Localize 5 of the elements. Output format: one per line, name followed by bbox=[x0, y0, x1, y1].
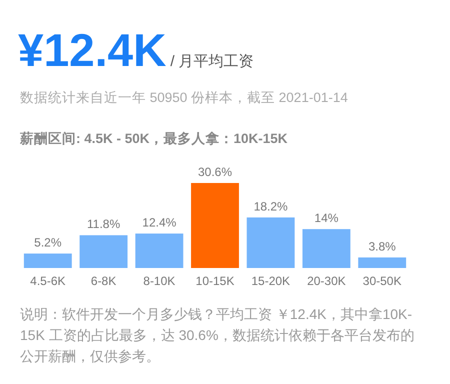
annotation: 说明：软件开发一个月多少钱？平均工资 ￥12.4K，其中拿10K-15K 工资的占比最多，达 30.6%，数据统计依赖于各平台发布的公开薪酬，仅供参考。 bbox=[20, 305, 415, 366]
subtitle: / 月平均工资 bbox=[170, 53, 254, 70]
title: ¥12.4K bbox=[18, 24, 166, 76]
annotation: 数据统计来自近一年 50950 份样本，截至 2021-01-14 bbox=[20, 90, 348, 105]
annotation: 薪酬区间: 4.5K - 50K，最多人拿：10K-15K bbox=[20, 131, 288, 146]
